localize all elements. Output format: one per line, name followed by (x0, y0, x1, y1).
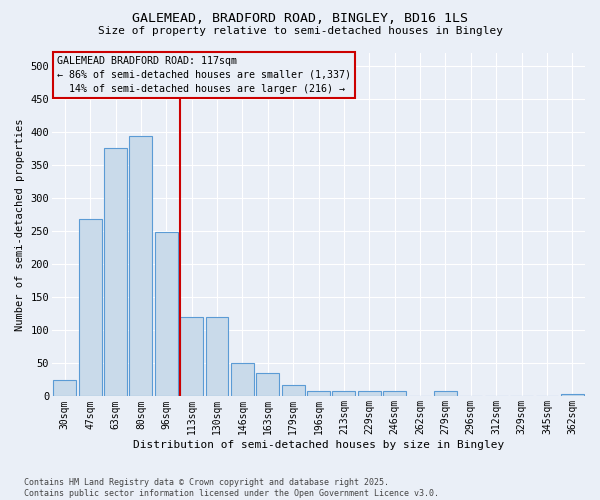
Bar (53, 380, 76, 396)
Bar (561, 394, 584, 396)
Bar (231, 364, 254, 396)
Bar (206, 317, 229, 396)
Bar (282, 384, 305, 396)
X-axis label: Distribution of semi-detached houses by size in Bingley: Distribution of semi-detached houses by … (133, 440, 504, 450)
Y-axis label: Number of semi-detached properties: Number of semi-detached properties (15, 118, 25, 330)
Bar (130, 136, 152, 396)
Bar (180, 317, 203, 396)
Text: Contains HM Land Registry data © Crown copyright and database right 2025.
Contai: Contains HM Land Registry data © Crown c… (24, 478, 439, 498)
Bar (256, 374, 279, 396)
Bar (79, 219, 101, 396)
Bar (155, 232, 178, 396)
Bar (332, 391, 355, 396)
Text: GALEMEAD, BRADFORD ROAD, BINGLEY, BD16 1LS: GALEMEAD, BRADFORD ROAD, BINGLEY, BD16 1… (132, 12, 468, 24)
Bar (358, 391, 381, 396)
Bar (307, 391, 330, 396)
Text: GALEMEAD BRADFORD ROAD: 117sqm
← 86% of semi-detached houses are smaller (1,337): GALEMEAD BRADFORD ROAD: 117sqm ← 86% of … (58, 56, 352, 94)
Bar (383, 391, 406, 396)
Bar (104, 148, 127, 396)
Bar (434, 391, 457, 396)
Text: Size of property relative to semi-detached houses in Bingley: Size of property relative to semi-detach… (97, 26, 503, 36)
